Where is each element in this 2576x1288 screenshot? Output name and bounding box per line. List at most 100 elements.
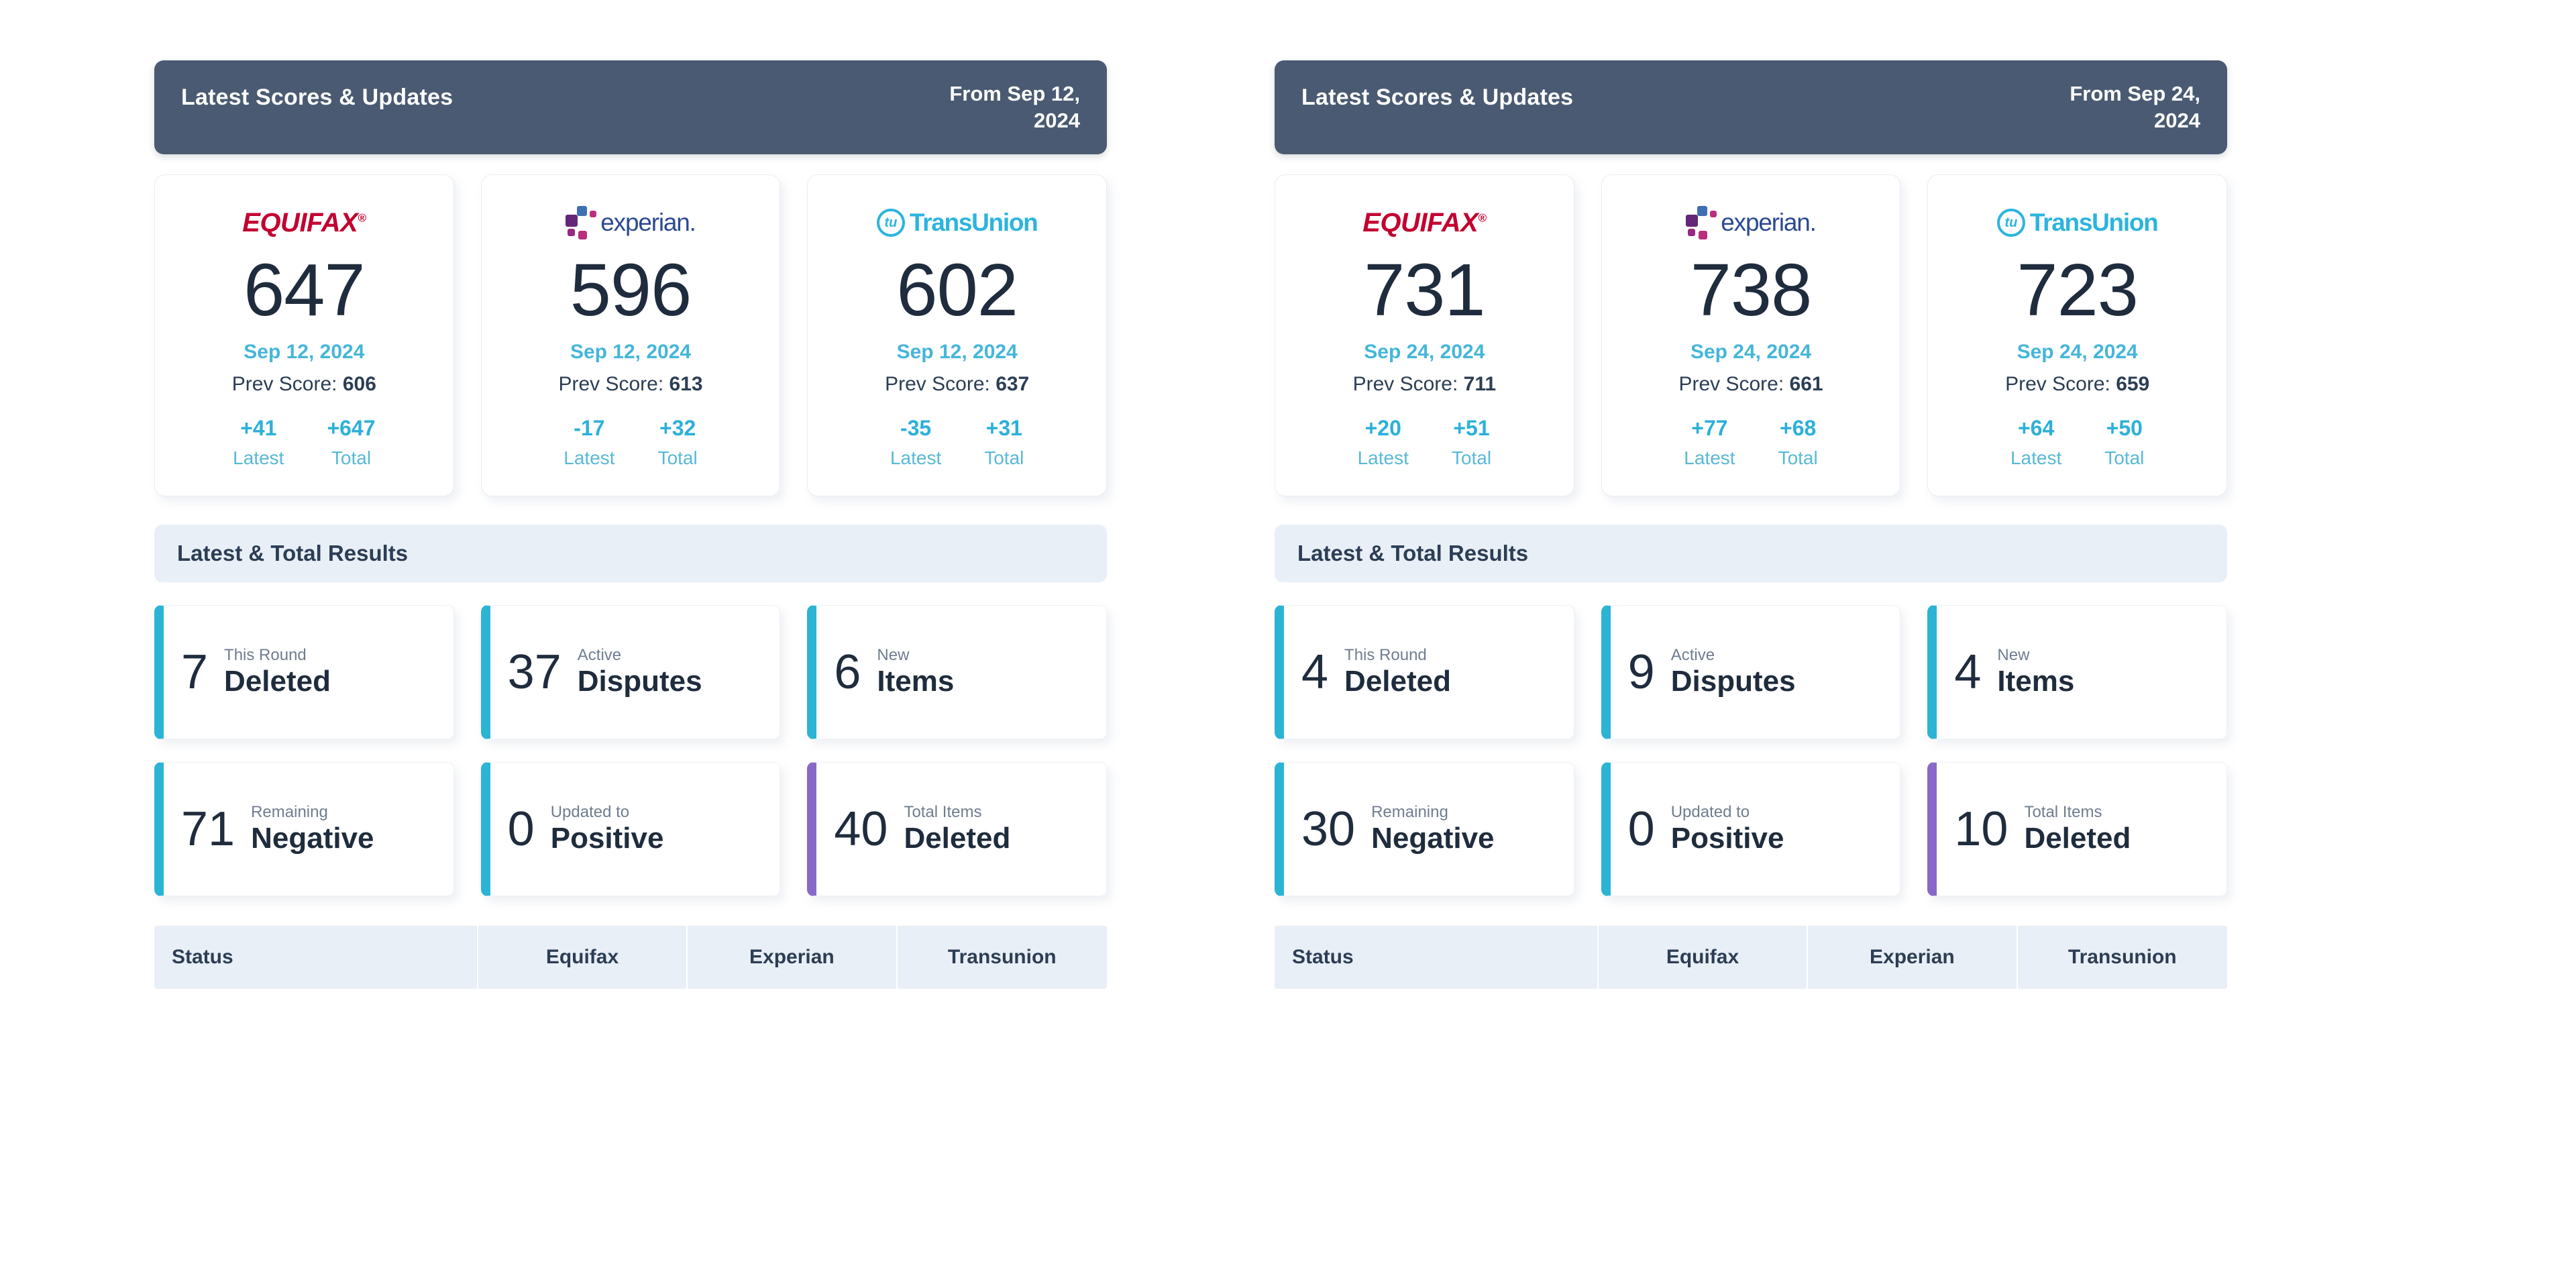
table-header-transunion[interactable]: Transunion — [947, 946, 1057, 969]
latest-delta-label: Latest — [233, 447, 284, 469]
total-delta-label: Total — [657, 447, 698, 469]
stat-card[interactable]: 7 This Round Deleted — [154, 605, 454, 740]
table-header-experian[interactable]: Experian — [688, 926, 898, 989]
latest-delta: +41 Latest — [233, 416, 284, 469]
stat-number: 10 — [1954, 802, 2008, 857]
experian-dot — [1686, 215, 1699, 227]
bureau-prev-score: Prev Score: 711 — [1289, 373, 1560, 396]
experian-dots-icon — [1686, 206, 1717, 239]
bureau-score-card[interactable]: experian. 738 Sep 24, 2024 Prev Score: 661 +… — [1601, 174, 1901, 497]
experian-dot — [590, 211, 597, 217]
panel-header-title: Latest Scores & Updates — [181, 85, 453, 110]
stat-card[interactable]: 4 This Round Deleted — [1275, 605, 1574, 740]
stat-card[interactable]: 71 Remaining Negative — [154, 762, 454, 897]
total-delta-value: +32 — [659, 416, 696, 441]
bureau-score-card[interactable]: experian. 596 Sep 12, 2024 Prev Score: 613 -… — [480, 174, 781, 497]
stat-text: Remaining Negative — [251, 802, 374, 855]
bureau-prev-score: Prev Score: 613 — [495, 373, 767, 396]
stat-number: 0 — [1627, 802, 1655, 857]
table-header-transunion[interactable]: Transunion — [2068, 946, 2177, 969]
stat-card[interactable]: 40 Total Items Deleted — [807, 762, 1108, 897]
bureau-delta-row: +77 Latest +68 Total — [1615, 416, 1887, 469]
stat-sublabel: Updated to — [1670, 802, 1750, 821]
transunion-logo-text: TransUnion — [2029, 209, 2159, 236]
stat-card-row: 4 This Round Deleted 9 Active Disputes 4 New Ite… — [1275, 605, 2228, 740]
bureau-score-date: Sep 12, 2024 — [570, 341, 692, 364]
registered-mark-icon: ® — [358, 211, 366, 225]
bureau-score-value: 602 — [896, 249, 1018, 331]
bureau-card-row: EQUIFAX® 647 Sep 12, 2024 Prev Score: 606 +4… — [154, 174, 1108, 497]
stat-sublabel: New — [877, 645, 910, 664]
results-table-header: Status Equifax Experian Transunion — [1275, 926, 2227, 989]
stat-card[interactable]: 30 Remaining Negative — [1275, 762, 1574, 897]
latest-delta: +77 Latest — [1684, 416, 1735, 469]
bureau-prev-score: Prev Score: 659 — [1941, 373, 2213, 396]
bureau-score-date: Sep 24, 2024 — [2017, 341, 2138, 364]
bureau-score-date: Sep 24, 2024 — [1364, 341, 1485, 364]
bureau-logo: tu TransUnion — [821, 199, 1093, 246]
experian-dot — [1699, 231, 1708, 239]
stat-text: This Round Deleted — [224, 645, 331, 698]
bureau-prev-score-value: 637 — [996, 373, 1030, 396]
stat-sublabel: Active — [1670, 645, 1715, 664]
stat-card[interactable]: 9 Active Disputes — [1601, 605, 1901, 740]
stat-number: 71 — [181, 802, 235, 857]
stat-sublabel: This Round — [224, 645, 307, 664]
stat-card[interactable]: 4 New Items — [1927, 605, 2228, 740]
stat-mainlabel: Deleted — [1344, 665, 1451, 698]
latest-delta: -35 Latest — [890, 416, 941, 469]
experian-logo-text: experian. — [1721, 209, 1817, 236]
stat-card[interactable]: 6 New Items — [807, 605, 1108, 740]
latest-delta-label: Latest — [1357, 447, 1409, 469]
stat-number: 40 — [834, 802, 888, 857]
stat-mainlabel: Negative — [1371, 822, 1495, 855]
total-delta: +647 Total — [327, 416, 375, 469]
experian-dot — [1710, 211, 1717, 217]
bureau-score-card[interactable]: EQUIFAX® 731 Sep 24, 2024 Prev Score: 711 +2… — [1275, 174, 1574, 497]
experian-logo-text: experian. — [600, 209, 696, 236]
bureau-score-card[interactable]: tu TransUnion 723 Sep 24, 2024 Prev Score: 6… — [1927, 174, 2228, 497]
experian-dot — [1697, 206, 1708, 216]
bureau-delta-row: +64 Latest +50 Total — [1941, 416, 2213, 469]
panel-header-date: From Sep 24, 2024 — [2070, 82, 2200, 132]
stat-sublabel: Total Items — [904, 802, 982, 821]
total-delta-value: +68 — [1780, 416, 1817, 441]
stat-card[interactable]: 0 Updated to Positive — [480, 762, 781, 897]
stat-text: This Round Deleted — [1344, 645, 1451, 698]
total-delta-label: Total — [984, 447, 1024, 469]
stat-sublabel: This Round — [1344, 645, 1427, 664]
total-delta-label: Total — [331, 447, 372, 469]
table-header-experian[interactable]: Experian — [1808, 926, 2018, 989]
stat-mainlabel: Deleted — [904, 822, 1011, 855]
latest-delta-label: Latest — [890, 447, 942, 469]
total-delta: +32 Total — [658, 416, 698, 469]
bureau-prev-score-label: Prev Score: — [885, 373, 990, 396]
bureau-prev-score: Prev Score: 637 — [821, 373, 1093, 396]
bureau-score-card[interactable]: tu TransUnion 602 Sep 12, 2024 Prev Score: 6… — [807, 174, 1108, 497]
panel-header: Latest Scores & Updates From Sep 12, 2024 — [154, 60, 1107, 154]
stat-text: New Items — [1997, 646, 2074, 698]
stat-mainlabel: Items — [877, 665, 955, 698]
equifax-logo: EQUIFAX® — [1362, 208, 1487, 238]
stat-text: Remaining Negative — [1371, 803, 1495, 855]
stat-text: Updated to Positive — [551, 803, 664, 855]
results-section-bar: Latest & Total Results — [1275, 525, 2227, 583]
stat-card-row: 71 Remaining Negative 0 Updated to Positive 40… — [154, 762, 1108, 897]
table-header-status[interactable]: Status — [154, 926, 478, 989]
table-header-equifax[interactable]: Equifax — [478, 926, 688, 989]
stat-card[interactable]: 0 Updated to Positive — [1601, 762, 1901, 897]
panel-header-title: Latest Scores & Updates — [1301, 85, 1574, 110]
stat-number: 7 — [181, 645, 209, 700]
transunion-circle-icon: tu — [876, 209, 905, 237]
bureau-score-card[interactable]: EQUIFAX® 647 Sep 12, 2024 Prev Score: 606 +4… — [154, 174, 454, 497]
stat-card[interactable]: 37 Active Disputes — [480, 605, 781, 740]
results-table-header: Status Equifax Experian Transunion — [154, 926, 1107, 989]
table-header-equifax[interactable]: Equifax — [1599, 926, 1809, 989]
stat-sublabel: Remaining — [251, 802, 328, 821]
table-header-status[interactable]: Status — [1275, 926, 1599, 989]
latest-delta-label: Latest — [564, 447, 615, 469]
stat-number: 0 — [507, 802, 535, 857]
stat-sublabel: Total Items — [2024, 802, 2102, 821]
stat-card[interactable]: 10 Total Items Deleted — [1927, 762, 2228, 897]
